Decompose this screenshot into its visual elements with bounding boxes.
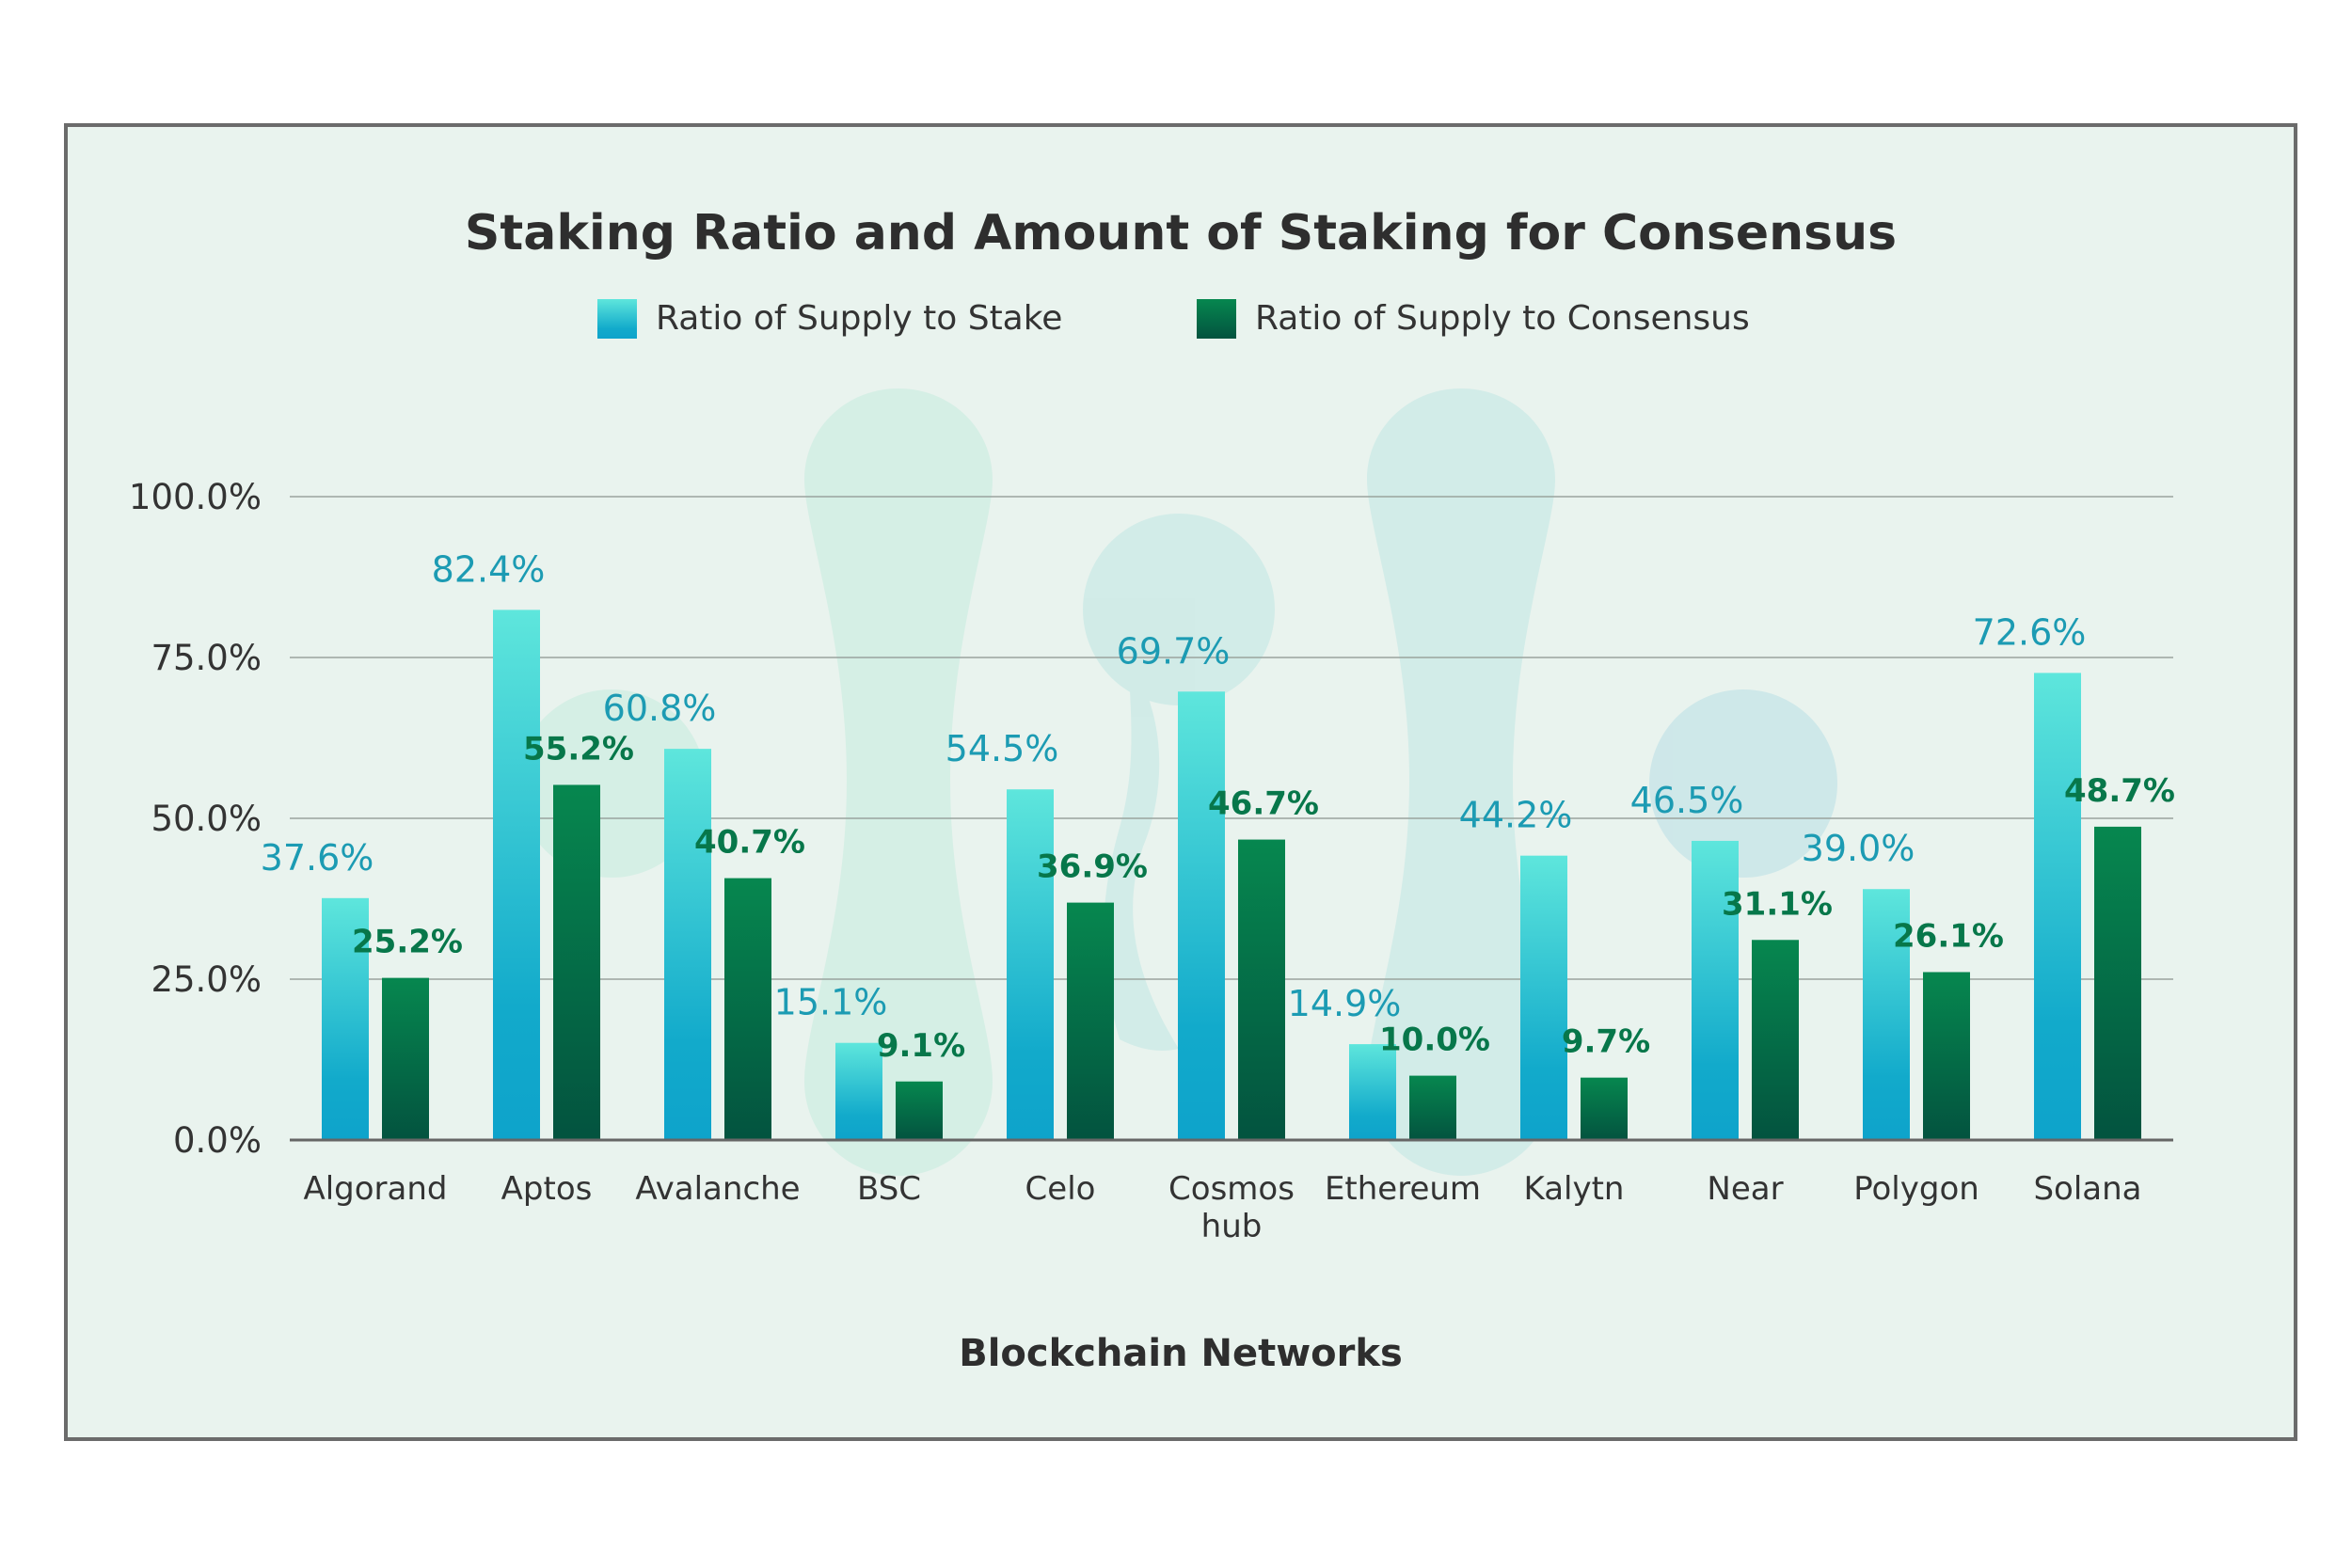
data-label-consensus: 25.2% (352, 924, 463, 961)
bar-consensus (553, 784, 600, 1140)
legend-swatch-stake (597, 299, 637, 339)
x-tick-label: Avalanche (635, 1170, 800, 1208)
x-tick-label: Kalytn (1524, 1170, 1625, 1208)
data-label-consensus: 31.1% (1722, 885, 1833, 923)
x-tick-label: Near (1707, 1170, 1783, 1208)
data-label-stake: 44.2% (1459, 795, 1573, 836)
data-label-stake: 54.5% (946, 728, 1059, 769)
decor-bubble-cosmos-tail (1104, 658, 1179, 1051)
data-label-stake: 46.5% (1630, 780, 1744, 821)
bar-consensus (1923, 972, 1970, 1140)
x-tick-label: Polygon (1853, 1170, 1979, 1208)
legend-label-consensus: Ratio of Supply to Consensus (1255, 299, 1750, 338)
legend-swatch-consensus (1197, 299, 1236, 339)
y-axis: 0.0% 25.0% 50.0% 75.0% 100.0% (129, 477, 262, 1161)
x-tick-label: Aptos (501, 1170, 593, 1208)
data-label-stake: 82.4% (432, 548, 546, 590)
x-tick-label: Ethereum (1325, 1170, 1481, 1208)
bar-consensus (1067, 902, 1114, 1140)
data-labels: 37.6% 25.2% 82.4% 55.2%60.8% 40.7% 15.1% 9.1% 5… (261, 548, 2175, 1064)
bar-stake (1178, 691, 1225, 1140)
data-label-consensus: 9.7% (1562, 1023, 1650, 1061)
data-label-stake: 37.6% (261, 837, 374, 879)
data-label-consensus: 40.7% (694, 824, 805, 862)
y-tick-label: 25.0% (151, 959, 262, 1000)
bar-consensus (1581, 1077, 1628, 1140)
data-label-consensus: 55.2% (523, 730, 634, 768)
data-label-stake: 15.1% (774, 982, 888, 1023)
bar-stake (1520, 855, 1567, 1140)
bar-stake (835, 1042, 882, 1140)
x-tick-label: BSC (857, 1170, 921, 1208)
legend: Ratio of Supply to Stake Ratio of Supply… (597, 299, 1750, 339)
x-tick-label: Cosmos (1168, 1170, 1295, 1208)
bar-stake (1007, 789, 1054, 1140)
bar-consensus (1752, 940, 1799, 1140)
data-label-stake: 72.6% (1973, 611, 2087, 653)
x-tick-label: Solana (2033, 1170, 2141, 1208)
data-label-consensus: 36.9% (1037, 848, 1148, 886)
bar-consensus (1409, 1075, 1456, 1140)
data-label-stake: 14.9% (1288, 983, 1402, 1024)
bar-stake (1349, 1044, 1396, 1140)
y-tick-label: 0.0% (173, 1120, 262, 1161)
x-tick-label: Celo (1025, 1170, 1096, 1208)
legend-label-stake: Ratio of Supply to Stake (656, 299, 1062, 338)
data-label-stake: 69.7% (1117, 630, 1231, 672)
y-tick-label: 100.0% (129, 477, 262, 517)
bar-stake (664, 749, 711, 1140)
data-label-stake: 39.0% (1802, 828, 1915, 869)
decor-bubble-near (1649, 689, 1837, 878)
data-label-consensus: 9.1% (877, 1027, 965, 1065)
data-label-stake: 60.8% (603, 688, 717, 729)
bar-consensus (896, 1081, 943, 1140)
bar-stake (322, 897, 369, 1140)
bars (322, 610, 2141, 1140)
bar-stake (1863, 889, 1910, 1140)
chart-title: Staking Ratio and Amount of Staking for … (465, 205, 1897, 261)
bar-consensus (1238, 839, 1285, 1140)
y-tick-label: 50.0% (151, 799, 262, 839)
grid (290, 496, 2173, 980)
data-label-consensus: 10.0% (1379, 1022, 1490, 1059)
bar-stake (1692, 840, 1739, 1140)
bar-stake (493, 610, 540, 1140)
x-tick-label: Algorand (303, 1170, 447, 1208)
data-label-consensus: 46.7% (1208, 785, 1319, 823)
decor-bubble-cosmos (1083, 514, 1275, 705)
bar-consensus (2094, 826, 2141, 1140)
data-label-consensus: 48.7% (2064, 772, 2175, 810)
bar-stake (2034, 673, 2081, 1140)
bar-consensus (724, 878, 771, 1140)
x-tick-label: hub (1201, 1208, 1263, 1245)
bar-consensus (382, 977, 429, 1140)
data-label-consensus: 26.1% (1893, 917, 2004, 955)
x-axis-title: Blockchain Networks (959, 1332, 1403, 1375)
y-tick-label: 75.0% (151, 638, 262, 678)
